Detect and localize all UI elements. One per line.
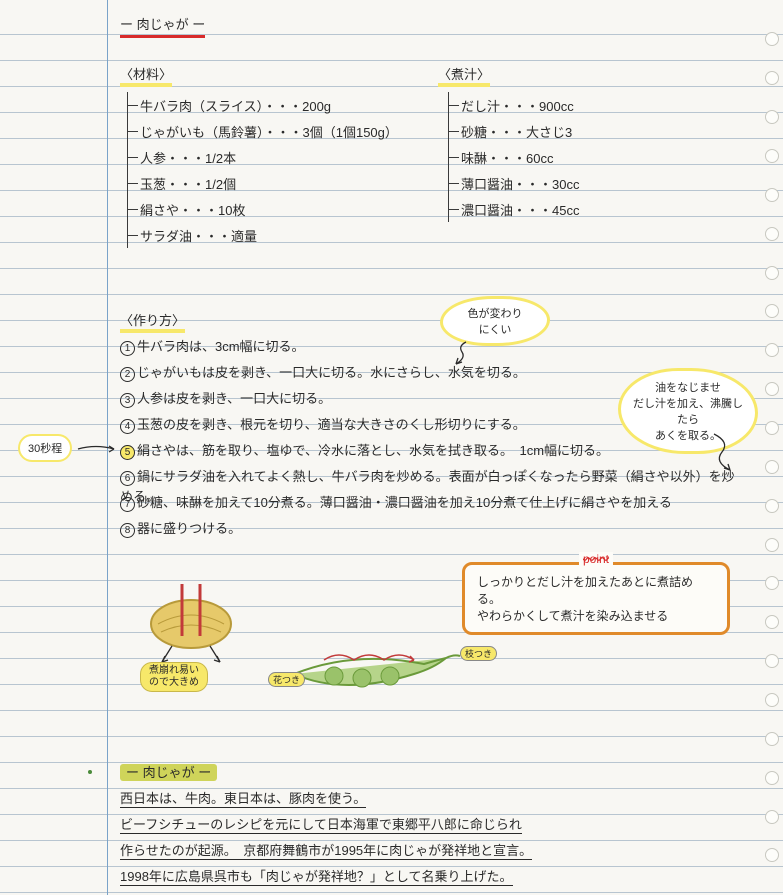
- step: 砂糖、味醂を加えて10分煮る。薄口醤油・濃口醤油を加え10分煮て仕上げに絹さやを…: [137, 495, 672, 510]
- footer-line: ビーフシチューのレシピを元にして日本海軍で東郷平八郎に命じられ: [120, 814, 522, 834]
- step-num: 7: [120, 497, 135, 512]
- cloud-text: 色が変わり: [453, 305, 537, 321]
- footer-line: 西日本は、牛肉。東日本は、豚肉を使う。: [120, 788, 366, 808]
- step-num: 2: [120, 367, 135, 382]
- pea-tag: 枝つき: [460, 646, 497, 661]
- ingredients-tree: 牛バラ肉（スライス）・・・200g じゃがいも（馬鈴薯）・・・3個（1個150g…: [127, 92, 398, 248]
- footer-title: ー 肉じゃが ー: [120, 764, 217, 781]
- potato-tag: 煮崩れ易い ので大きめ: [140, 662, 208, 692]
- side-note-bubble: 30秒程: [18, 434, 72, 462]
- point-text: しっかりとだし汁を加えたあとに煮詰める。: [477, 573, 715, 607]
- curly-arrow-icon: [448, 338, 472, 368]
- footer-line: 1998年に広島県呉市も「肉じゃが発祥地？」として名乗り上げた。: [120, 866, 513, 886]
- step-num: 8: [120, 523, 135, 538]
- cloud-text: にくい: [453, 321, 537, 337]
- ingredient-item: 人参・・・1/2本: [140, 148, 236, 167]
- point-label: point: [579, 552, 613, 566]
- potato-drawing: [136, 576, 246, 676]
- step: 玉葱の皮を剥き、根元を切り、適当な大きさのくし形切りにする。: [137, 417, 526, 432]
- step: 人参は皮を剥き、一口大に切る。: [137, 391, 331, 406]
- broth-item: 味醂・・・60cc: [461, 148, 553, 167]
- arrow-icon: [76, 442, 120, 456]
- cloud-text: 油をなじませ: [633, 379, 743, 395]
- step-num: 3: [120, 393, 135, 408]
- pea-drawing: [284, 640, 474, 700]
- step-num: 4: [120, 419, 135, 434]
- step: 牛バラ肉は、3cm幅に切る。: [137, 339, 305, 354]
- step-num: 6: [120, 471, 135, 486]
- ingredient-item: 絹さや・・・10枚: [140, 200, 245, 219]
- point-text: やわらかくして煮汁を染み込ませる: [477, 607, 715, 624]
- broth-item: だし汁・・・900cc: [461, 96, 574, 115]
- ingredient-item: じゃがいも（馬鈴薯）・・・3個（1個150g）: [140, 122, 398, 141]
- step-num: 1: [120, 341, 135, 356]
- ingredient-item: サラダ油・・・適量: [140, 226, 257, 245]
- recipe-title: ー 肉じゃが ー: [120, 14, 205, 38]
- pea-tag: 花つき: [268, 672, 305, 687]
- green-dot: [88, 770, 92, 774]
- ingredient-item: 牛バラ肉（スライス）・・・200g: [140, 96, 331, 115]
- broth-header: 〈煮汁〉: [438, 64, 490, 87]
- method-header: 〈作り方〉: [120, 310, 185, 333]
- footer-line: 作らせたのが起源。 京都府舞鶴市が1995年に肉じゃが発祥地と宣言。: [120, 840, 532, 860]
- ingredients-header: 〈材料〉: [120, 64, 172, 87]
- curly-arrow-icon: [700, 430, 740, 474]
- broth-item: 濃口醤油・・・45cc: [461, 200, 579, 219]
- step: 器に盛りつける。: [137, 521, 241, 536]
- page-content: ー 肉じゃが ー 〈材料〉 〈煮汁〉 牛バラ肉（スライス）・・・200g じゃが…: [0, 0, 783, 895]
- cloud-text: だし汁を加え、沸騰したら: [633, 395, 743, 427]
- side-note: 30秒程: [28, 443, 62, 455]
- ingredient-item: 玉葱・・・1/2個: [140, 174, 236, 193]
- broth-item: 薄口醤油・・・30cc: [461, 174, 579, 193]
- step-num: 5: [120, 445, 135, 460]
- step: 絹さやは、筋を取り、塩ゆで、冷水に落とし、水気を拭き取る。 1cm幅に切る。: [137, 443, 609, 458]
- broth-item: 砂糖・・・大さじ3: [461, 122, 572, 141]
- point-box: point しっかりとだし汁を加えたあとに煮詰める。 やわらかくして煮汁を染み込…: [462, 562, 730, 635]
- broth-tree: だし汁・・・900cc 砂糖・・・大さじ3 味醂・・・60cc 薄口醤油・・・3…: [448, 92, 579, 222]
